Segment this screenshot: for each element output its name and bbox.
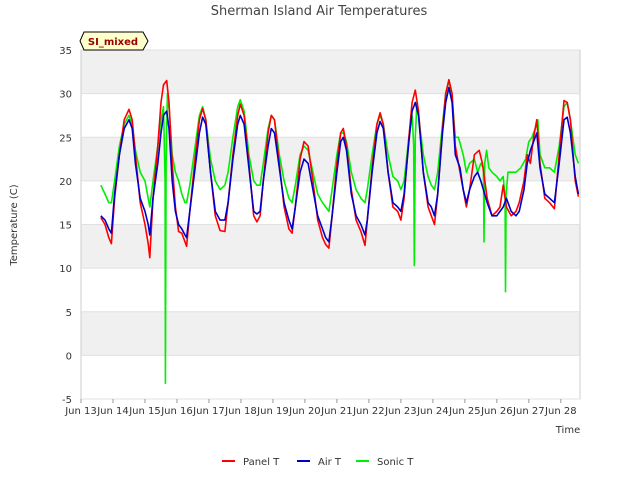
- y-tick-label: 5: [66, 308, 72, 319]
- x-tick-labels: Jun 13 Jun 14 Jun 15 Jun 16 Jun 17 Jun 18 Jun …: [64, 399, 577, 417]
- plot-band: [81, 50, 580, 94]
- legend-label-panel-t: Panel T: [243, 457, 280, 468]
- y-tick-label: -5: [62, 395, 72, 406]
- series-layer: [100, 78, 580, 385]
- series-line-air-t: [100, 86, 580, 243]
- x-tick-label: Jun 13: [64, 406, 97, 417]
- badge: SI_mixed: [79, 31, 149, 51]
- chart-title: Sherman Island Air Temperatures: [211, 4, 428, 19]
- x-tick-label: Jun 19: [256, 406, 289, 417]
- y-tick-label: 0: [66, 351, 72, 362]
- x-tick-label: Jun 26: [480, 406, 513, 417]
- y-axis-label: Temperature (C): [9, 184, 20, 266]
- gridlines: [81, 49, 580, 400]
- x-tick-label: Jun 16: [160, 406, 193, 417]
- x-tick-label: Jun 18: [224, 406, 257, 417]
- x-tick-label: Jun 25: [448, 406, 481, 417]
- x-tick-label: Jun 14: [96, 406, 129, 417]
- y-tick-label: 15: [59, 221, 72, 232]
- x-tick-label: Jun 20: [288, 406, 321, 417]
- x-tick-label: Jun 28: [544, 406, 577, 417]
- y-tick-label: 25: [59, 133, 72, 144]
- legend: Panel T Air T Sonic T: [222, 457, 414, 468]
- legend-label-air-t: Air T: [318, 457, 342, 468]
- badge-box: [79, 31, 149, 51]
- badge-text: SI_mixed: [88, 37, 138, 48]
- x-tick-label: Jun 22: [352, 406, 385, 417]
- plot-bands: [81, 50, 580, 356]
- y-tick-label: 30: [59, 90, 72, 101]
- x-tick-label: Jun 21: [320, 406, 353, 417]
- x-tick-label: Jun 27: [512, 406, 545, 417]
- series-line-panel-t: [100, 78, 580, 259]
- x-tick-label: Jun 17: [192, 406, 225, 417]
- y-tick-label: 35: [59, 46, 72, 57]
- x-tick-label: Jun 23: [384, 406, 417, 417]
- x-axis-label: Time: [555, 425, 580, 436]
- legend-label-sonic-t: Sonic T: [377, 457, 414, 468]
- x-tick-label: Jun 15: [128, 406, 161, 417]
- plot-band: [81, 311, 580, 356]
- y-tick-label: 10: [59, 264, 72, 275]
- x-tick-label: Jun 24: [416, 406, 449, 417]
- y-tick-label: 20: [59, 177, 72, 188]
- y-tick-labels: -5 0 5 10 15 20 25 30 35: [59, 46, 72, 406]
